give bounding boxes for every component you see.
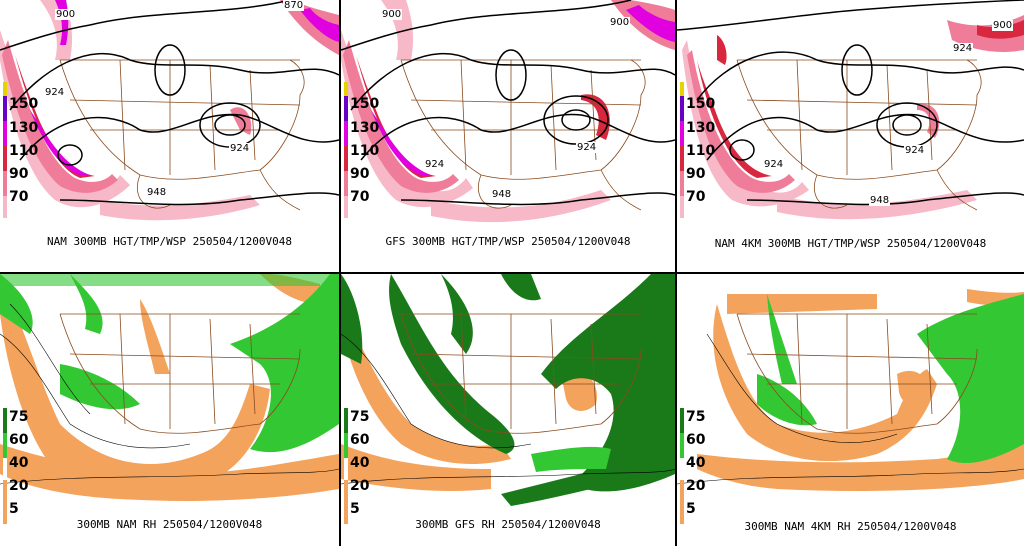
legend-value: 5 [9, 501, 19, 517]
panel-caption: 300MB NAM 4KM RH 250504/1200V048 [744, 520, 957, 533]
legend-value: 150 [350, 96, 380, 112]
legend-value: 75 [350, 409, 370, 425]
legend-value: 150 [9, 96, 39, 112]
legend-value: 150 [686, 96, 716, 112]
legend-value: 110 [686, 143, 716, 159]
legend-value: 40 [686, 455, 706, 471]
panel-caption: NAM 300MB HGT/TMP/WSP 250504/1200V048 [46, 235, 293, 248]
panel-divider [0, 272, 1024, 274]
legend-value: 75 [9, 409, 29, 425]
legend-value: 110 [350, 143, 380, 159]
legend-value: 110 [9, 143, 39, 159]
legend-value: 20 [9, 478, 29, 494]
panel-caption: NAM 4KM 300MB HGT/TMP/WSP 250504/1200V04… [714, 237, 987, 250]
legend-value: 130 [9, 120, 39, 136]
legend-value: 70 [350, 189, 370, 205]
rh-map [677, 289, 1024, 491]
legend-value: 5 [350, 501, 360, 517]
jet-map [341, 0, 675, 223]
contour-label: 900 [55, 9, 77, 20]
legend-value: 20 [350, 478, 370, 494]
legend-value: 75 [686, 409, 706, 425]
legend-value: 70 [9, 189, 29, 205]
jet-map [0, 0, 339, 221]
contour-label: 924 [904, 145, 926, 156]
contour-label: 900 [992, 20, 1014, 31]
legend-value: 60 [350, 432, 370, 448]
contour-label: 924 [763, 159, 785, 170]
contour-label: 924 [229, 143, 251, 154]
contour-label: 948 [146, 187, 168, 198]
rh-map [0, 274, 339, 501]
panel-nam4km-hgt: 900 924 924 924 948 150 130 110 90 70 NA… [677, 0, 1024, 272]
contour-label: 870 [283, 0, 305, 11]
legend-value: 40 [350, 455, 370, 471]
contour-label: 924 [952, 43, 974, 54]
panel-nam-hgt: 900 870 924 924 948 150 130 110 90 70 NA… [0, 0, 339, 272]
contour-label: 924 [576, 142, 598, 153]
panel-gfs-rh: 75 60 40 20 5 300MB GFS RH 250504/1200V0… [341, 274, 675, 546]
rh-map [341, 274, 675, 506]
contour-label: 900 [381, 9, 403, 20]
panel-caption: 300MB GFS RH 250504/1200V048 [415, 518, 601, 531]
legend-value: 130 [350, 120, 380, 136]
legend-value: 90 [350, 166, 370, 182]
contour-label: 900 [609, 17, 631, 28]
legend-value: 40 [9, 455, 29, 471]
legend-value: 5 [686, 501, 696, 517]
legend-value: 90 [686, 166, 706, 182]
legend-value: 90 [9, 166, 29, 182]
panel-caption: 300MB NAM RH 250504/1200V048 [76, 518, 263, 531]
jet-map [677, 0, 1024, 220]
panel-nam4km-rh: 75 60 40 20 5 300MB NAM 4KM RH 250504/12… [677, 274, 1024, 546]
panel-nam-rh: 75 60 40 20 5 300MB NAM RH 250504/1200V0… [0, 274, 339, 546]
legend-value: 20 [686, 478, 706, 494]
legend-value: 60 [686, 432, 706, 448]
panel-caption: GFS 300MB HGT/TMP/WSP 250504/1200V048 [385, 235, 631, 248]
contour-label: 948 [491, 189, 513, 200]
contour-label: 924 [424, 159, 446, 170]
legend-value: 130 [686, 120, 716, 136]
legend-value: 60 [9, 432, 29, 448]
contour-label: 948 [869, 195, 891, 206]
panel-gfs-hgt: 900 900 924 924 948 150 130 110 90 70 GF… [341, 0, 675, 272]
legend-value: 70 [686, 189, 706, 205]
contour-label: 924 [44, 87, 66, 98]
